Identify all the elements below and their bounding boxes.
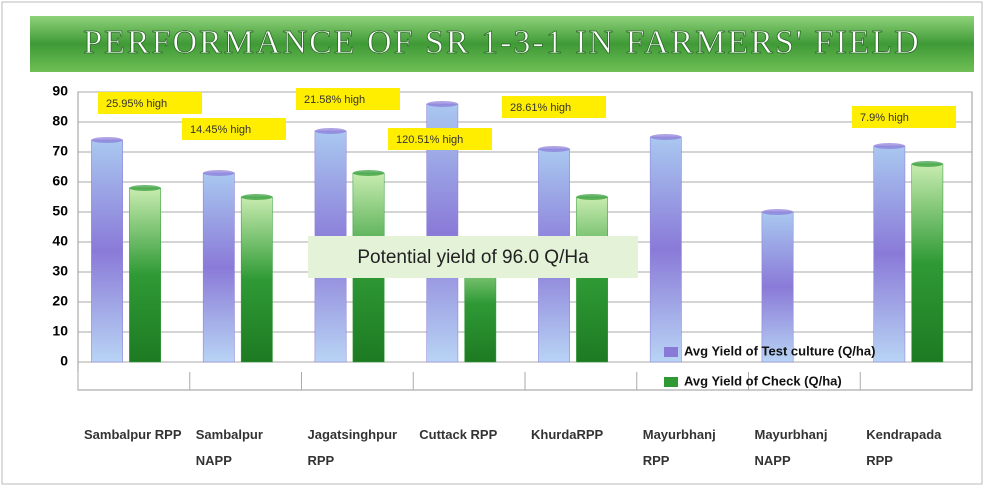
bar-top: [241, 194, 273, 200]
annotation-box: [98, 92, 202, 114]
legend-swatch: [664, 347, 678, 357]
bar-top: [873, 143, 905, 149]
legend-label: Avg Yield of Test culture (Q/ha): [684, 343, 875, 358]
bar: [873, 145, 906, 363]
annotation-box: [296, 88, 400, 110]
legend-label: Avg Yield of Check (Q/ha): [684, 373, 842, 388]
note: Potential yield of 96.0 Q/Ha: [357, 247, 589, 268]
bar-top: [91, 137, 123, 143]
y-tick-label: 40: [52, 233, 68, 249]
annotation: 21.58% high: [304, 94, 365, 106]
bar-top: [352, 170, 385, 176]
y-tick-label: 70: [52, 143, 68, 159]
bar: [91, 139, 123, 363]
annotation-box: [388, 128, 492, 150]
x-tick-label: Sambalpur NAPP: [195, 427, 263, 468]
y-tick-label: 30: [52, 263, 68, 279]
annotation: 120.51% high: [396, 134, 463, 146]
bar: [761, 211, 794, 363]
y-tick-label: 0: [60, 353, 68, 369]
x-tick-label: Sambalpur RPP: [84, 427, 182, 442]
annotation-box: [852, 106, 956, 128]
bar-top: [538, 146, 570, 152]
note-box: [308, 236, 638, 278]
bar-top: [426, 101, 458, 107]
bar-top: [576, 194, 608, 200]
y-tick-label: 20: [52, 293, 68, 309]
bar-top: [911, 161, 943, 167]
annotation: 28.61% high: [510, 102, 571, 114]
bar: [129, 187, 161, 363]
chart-title: PERFORMANCE OF SR 1-3-1 IN FARMERS' FIEL…: [83, 24, 921, 61]
x-tick-label: Jagatsinghpur RPP: [307, 427, 398, 468]
annotation-box: [502, 96, 606, 118]
legend-swatch: [664, 377, 678, 387]
y-tick-label: 80: [52, 113, 68, 129]
bar-top: [650, 134, 682, 140]
x-tick-label: Mayurbhanj NAPP: [754, 427, 828, 468]
bar: [576, 196, 608, 363]
annotation: 14.45% high: [190, 124, 251, 136]
title-banner: [30, 16, 974, 72]
bar-top: [203, 170, 235, 176]
bar: [202, 172, 235, 363]
bar-top: [761, 209, 794, 215]
bar-top: [314, 128, 347, 134]
bar-top: [129, 185, 161, 191]
bar: [649, 136, 682, 363]
y-tick-label: 10: [52, 323, 68, 339]
x-tick-label: Kendrapada RPP: [866, 427, 942, 468]
y-tick-label: 60: [52, 173, 68, 189]
bar: [240, 196, 273, 363]
y-tick-label: 50: [52, 203, 68, 219]
y-tick-label: 90: [52, 83, 68, 99]
bar: [911, 163, 944, 363]
annotation-box: [182, 118, 286, 140]
x-tick-label: Mayurbhanj RPP: [642, 427, 716, 468]
annotation: 25.95% high: [106, 98, 167, 110]
x-tick-label: Cuttack RPP: [419, 427, 498, 442]
annotation: 7.9% high: [860, 112, 909, 124]
x-tick-label: KhurdaRPP: [531, 427, 604, 442]
